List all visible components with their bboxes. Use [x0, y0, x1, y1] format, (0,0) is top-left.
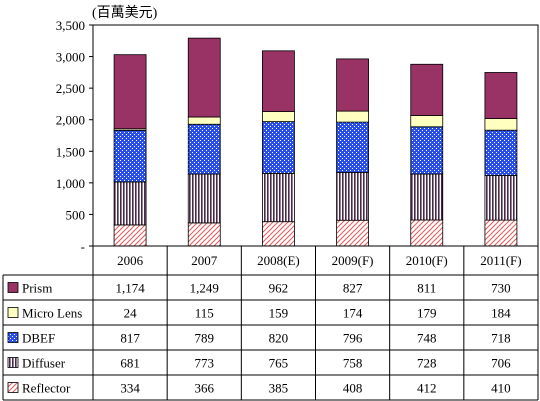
table-cell-value: 1,174 [115, 281, 145, 296]
table-cell-value: 385 [269, 381, 289, 396]
plot-frame [92, 24, 539, 247]
legend-swatch-micro-lens [7, 307, 19, 318]
bar-prism [336, 58, 369, 112]
bar-diffuser [336, 171, 369, 221]
category-label: 2009(F) [332, 253, 374, 268]
category-label: 2007 [191, 253, 218, 268]
y-tick-label: 3,500 [56, 18, 85, 33]
bar-prism [484, 72, 518, 119]
bar-diffuser [113, 181, 147, 226]
bar-dbef [484, 129, 518, 176]
table-cell-value: 796 [343, 331, 363, 346]
category-label: 2010(F) [406, 253, 448, 268]
category-label: 2011(F) [480, 253, 521, 268]
table-cell-value: 748 [417, 331, 437, 346]
bar-micro-lens [336, 110, 369, 123]
table-cell-value: 728 [417, 356, 437, 371]
legend-label: Diffuser [22, 356, 66, 371]
category-label: 2006 [117, 253, 144, 268]
y-tick-label: 2,500 [56, 81, 85, 96]
table-cell-value: 174 [343, 306, 363, 321]
bar-dbef [336, 121, 369, 173]
table-cell-value: 408 [343, 381, 363, 396]
table-cell-value: 706 [491, 356, 511, 371]
bar-prism [262, 50, 295, 112]
bar-reflector [187, 222, 221, 247]
table-cell-value: 115 [195, 306, 214, 321]
y-axis: - 500 1,000 1,500 2,000 2,500 3,000 3,500 [56, 18, 93, 254]
bar-diffuser [187, 173, 221, 224]
unit-label: (百萬美元) [92, 5, 158, 21]
y-tick-label: - [81, 239, 85, 254]
y-tick-label: 1,500 [56, 144, 85, 159]
bar-diffuser [262, 172, 295, 223]
legend-swatch-prism [7, 282, 19, 293]
table-cell-value: 410 [491, 381, 511, 396]
bar-prism [113, 54, 147, 130]
bar-reflector [113, 224, 147, 247]
legend-label: Micro Lens [22, 306, 82, 321]
bar-micro-lens [484, 118, 518, 131]
bar-dbef [262, 121, 295, 174]
table-cell-value: 24 [124, 306, 138, 321]
bar-reflector [410, 219, 444, 247]
table-cell-value: 811 [417, 281, 436, 296]
bar-prism [187, 37, 221, 118]
table-cell-value: 179 [417, 306, 437, 321]
table-cell-value: 789 [195, 331, 215, 346]
table-cell-value: 334 [120, 381, 140, 396]
legend-swatch-reflector [7, 382, 19, 393]
table-cell-value: 773 [195, 356, 215, 371]
table-cell-value: 817 [120, 331, 140, 346]
category-label: 2008(E) [257, 253, 300, 268]
legend-label: Reflector [22, 381, 71, 396]
table-cell-value: 820 [269, 331, 289, 346]
bar-micro-lens [410, 115, 444, 128]
bar-stacks [113, 37, 518, 247]
bar-diffuser [410, 173, 444, 221]
y-tick-label: 3,000 [56, 50, 85, 65]
table-cell-value: 159 [269, 306, 289, 321]
table-cell-value: 758 [343, 356, 363, 371]
bar-reflector [336, 219, 369, 247]
bar-reflector [484, 219, 518, 247]
table-cell-value: 962 [269, 281, 289, 296]
legend-label: Prism [22, 281, 52, 296]
bar-dbef [410, 126, 444, 175]
bar-diffuser [484, 175, 518, 221]
bar-micro-lens [187, 116, 221, 125]
bar-micro-lens [262, 111, 295, 123]
legend-swatch-dbef [7, 332, 19, 343]
table-cell-value: 366 [195, 381, 215, 396]
bar-reflector [262, 221, 295, 247]
legend-swatch-diffuser [7, 357, 19, 368]
table-cell-value: 184 [491, 306, 511, 321]
table-cell-value: 718 [491, 331, 511, 346]
y-tick-label: 1,000 [56, 176, 85, 191]
y-tick-label: 500 [66, 207, 86, 222]
table-cell-value: 412 [417, 381, 437, 396]
table-cell-value: 730 [491, 281, 511, 296]
table-cell-value: 827 [343, 281, 363, 296]
data-table: 2006 2007 2008(E) 2009(F) 2010(F) 2011(F) Pris… [2, 246, 539, 401]
legend-label: DBEF [22, 331, 55, 346]
table-cell-value: 1,249 [190, 281, 219, 296]
y-tick-label: 2,000 [56, 113, 85, 128]
bar-dbef [187, 123, 221, 175]
bar-dbef [113, 129, 147, 183]
table-cell-value: 681 [120, 356, 140, 371]
table-cell-value: 765 [269, 356, 289, 371]
bar-prism [410, 63, 444, 116]
